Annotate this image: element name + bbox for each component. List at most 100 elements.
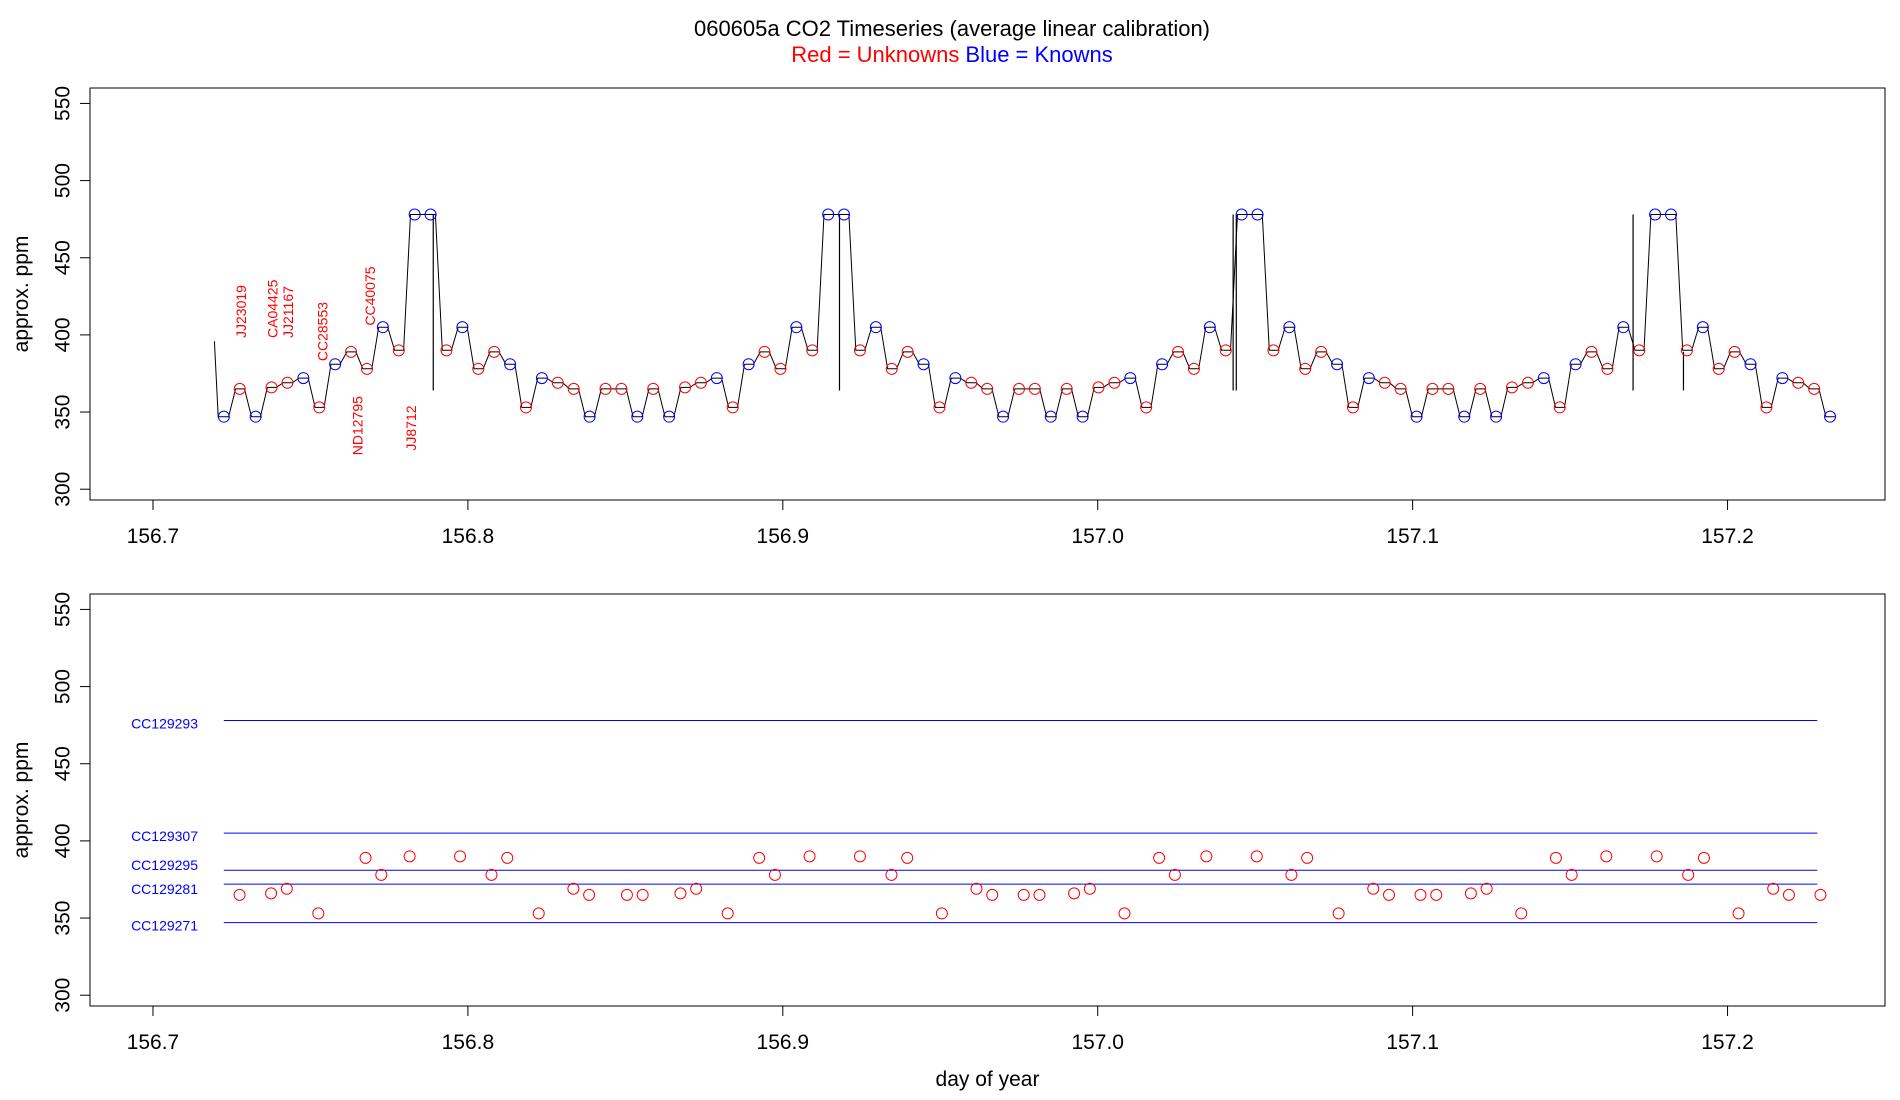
bottom-unknown-point <box>1083 882 1096 895</box>
top-known-point <box>1617 321 1630 334</box>
bottom-unknown-point <box>1464 887 1477 900</box>
bottom-unknown-point <box>1515 907 1528 920</box>
bottom-unknown-point <box>1549 851 1562 864</box>
bottom-unknown-point <box>1383 888 1396 901</box>
top-unknown-point <box>647 382 660 395</box>
top-known-point <box>1490 410 1503 423</box>
top-y-tick-label: 350 <box>51 395 74 430</box>
top-known-point <box>504 358 517 371</box>
top-known-point <box>1569 358 1582 371</box>
top-unknown-point <box>679 381 692 394</box>
bottom-unknown-point <box>690 882 703 895</box>
top-unknown-point <box>885 362 898 375</box>
top-unknown-point <box>901 345 914 358</box>
top-x-tick-label: 156.8 <box>442 525 495 548</box>
bottom-y-tick-label: 550 <box>51 592 74 627</box>
bottom-reference-label: CC129271 <box>131 918 198 934</box>
top-unknown-point <box>1060 382 1073 395</box>
bottom-unknown-point <box>1782 888 1795 901</box>
bottom-unknown-point <box>1480 882 1493 895</box>
top-known-point <box>1410 410 1423 423</box>
top-known-point <box>456 321 469 334</box>
bottom-x-tick-label: 157.0 <box>1071 1031 1124 1054</box>
top-unknown-point <box>519 401 532 414</box>
bottom-unknown-point <box>1767 882 1780 895</box>
top-known-point <box>297 372 310 385</box>
top-annotation-label: CC40075 <box>362 266 378 325</box>
top-known-point <box>217 410 230 423</box>
top-unknown-point <box>1346 401 1359 414</box>
bottom-reference-label: CC129293 <box>131 716 198 732</box>
top-unknown-point <box>313 401 326 414</box>
bottom-y-axis-label: approx. ppm <box>10 742 33 859</box>
top-unknown-point <box>615 382 628 395</box>
top-unknown-point <box>472 362 485 375</box>
bottom-reference-label: CC129307 <box>131 828 198 844</box>
chart-subtitle: Red = Unknowns Blue = Knowns <box>791 42 1113 67</box>
top-unknown-point <box>1680 344 1693 357</box>
bottom-x-axis-label: day of year <box>936 1068 1040 1091</box>
bottom-panel-unknowns: 156.7 156.8 156.9 157.0 157.1 157.2 300 350 400 4… <box>10 592 1886 1091</box>
top-known-point <box>997 410 1010 423</box>
top-unknown-point <box>1315 345 1328 358</box>
top-known-point <box>838 208 851 221</box>
bottom-x-tick-label: 156.8 <box>442 1031 495 1054</box>
top-unknown-point <box>1187 362 1200 375</box>
bottom-unknown-point <box>803 850 816 863</box>
top-unknown-point <box>551 376 564 389</box>
bottom-y-tick-label: 450 <box>51 746 74 781</box>
bottom-x-tick-label: 156.9 <box>757 1031 810 1054</box>
top-annotation-label: ND12795 <box>349 396 365 455</box>
top-y-tick-label: 450 <box>51 240 74 275</box>
top-unknown-point <box>1442 382 1455 395</box>
bottom-unknown-point <box>768 868 781 881</box>
top-known-point <box>790 321 803 334</box>
top-known-point <box>1824 410 1837 423</box>
bottom-unknown-point <box>1068 887 1081 900</box>
bottom-unknown-point <box>1367 882 1380 895</box>
top-annotation-label: JJ8712 <box>403 405 419 450</box>
bottom-unknown-point <box>567 882 580 895</box>
top-known-point <box>1537 372 1550 385</box>
top-known-point <box>949 372 962 385</box>
bottom-unknown-point <box>1430 888 1443 901</box>
bottom-unknown-point <box>1814 888 1827 901</box>
top-unknown-point <box>281 376 294 389</box>
bottom-unknown-point <box>1033 888 1046 901</box>
bottom-unknown-point <box>885 868 898 881</box>
bottom-unknown-point <box>1200 850 1213 863</box>
bottom-unknown-point <box>753 851 766 864</box>
top-co2-trace <box>213 214 1835 418</box>
top-unknown-point <box>726 401 739 414</box>
bottom-unknown-point <box>620 888 633 901</box>
bottom-reference-label: CC129281 <box>131 881 198 897</box>
bottom-unknown-point <box>375 868 388 881</box>
top-known-point <box>1124 372 1137 385</box>
bottom-y-tick-label: 500 <box>51 669 74 704</box>
bottom-unknown-point <box>312 907 325 920</box>
bottom-unknown-point <box>1650 850 1663 863</box>
bottom-unknown-point <box>532 907 545 920</box>
top-unknown-point <box>981 382 994 395</box>
top-known-point <box>869 321 882 334</box>
top-x-tick-label: 156.9 <box>757 525 810 548</box>
top-known-point <box>1696 321 1709 334</box>
top-x-tick-label: 156.7 <box>127 525 180 548</box>
bottom-x-tick-label: 156.7 <box>127 1031 180 1054</box>
top-known-point <box>1649 208 1662 221</box>
top-unknown-point <box>1299 362 1312 375</box>
bottom-unknown-point <box>1017 888 1030 901</box>
top-known-point <box>1235 208 1248 221</box>
top-known-point <box>583 410 596 423</box>
top-annotation-label: CC28553 <box>315 302 331 361</box>
top-known-point <box>1076 410 1089 423</box>
bottom-unknown-point <box>265 887 278 900</box>
top-known-point <box>1776 372 1789 385</box>
bottom-unknown-point <box>1732 907 1745 920</box>
top-unknown-point <box>392 344 405 357</box>
top-known-point <box>408 208 421 221</box>
top-unknown-point <box>1172 345 1185 358</box>
top-known-point <box>376 321 389 334</box>
top-annotation-label: JJ23019 <box>233 285 249 338</box>
